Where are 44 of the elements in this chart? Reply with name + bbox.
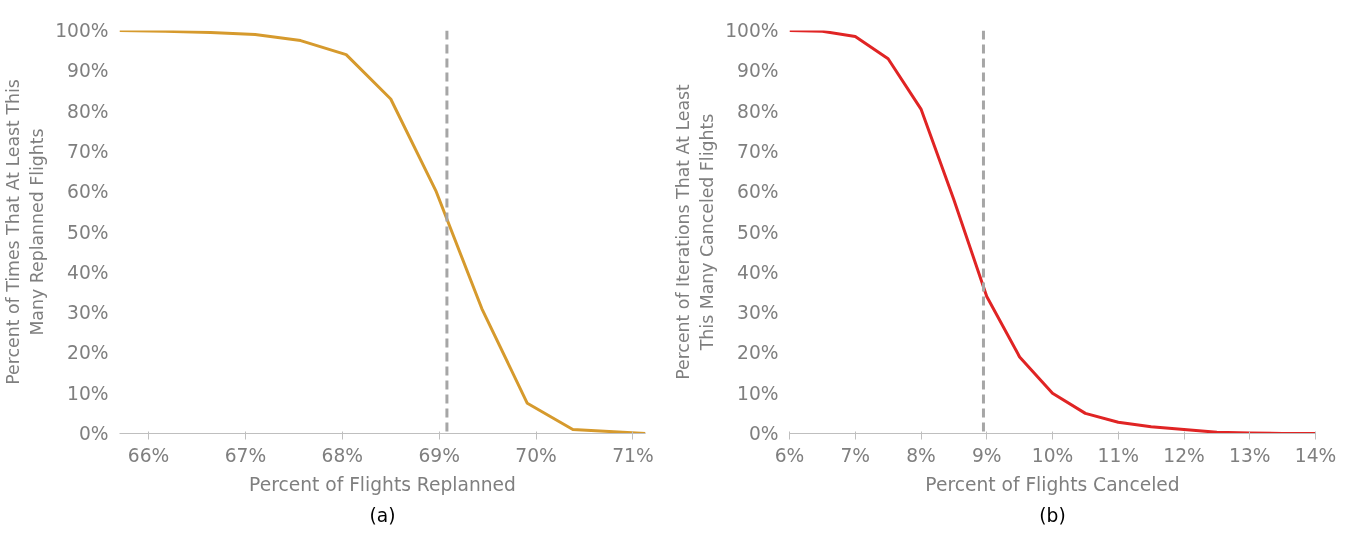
x-tick-label: 13% — [1229, 444, 1271, 466]
y-tick-label: 40% — [737, 261, 779, 283]
x-tick-label: 14% — [1294, 444, 1337, 466]
text: (a) — [369, 504, 396, 526]
x-tick-label: 9% — [971, 444, 1002, 466]
y-tick-label: 80% — [67, 100, 109, 122]
y-tick-label: 20% — [67, 342, 109, 364]
y-tick-label: 10% — [737, 382, 779, 404]
y-tick-label: 70% — [67, 140, 109, 162]
x-axis-title: Percent of Flights Canceled — [925, 473, 1180, 495]
y-tick-label: 80% — [737, 100, 779, 122]
y-tick-label: 40% — [67, 261, 109, 283]
x-tick-label: 10% — [1031, 444, 1074, 466]
y-tick-label: 90% — [67, 60, 109, 82]
y-tick-label: 0% — [78, 423, 109, 444]
x-tick-label: 8% — [906, 444, 936, 466]
x-tick-label: 70% — [515, 444, 557, 466]
y-tick-label: 70% — [737, 140, 779, 162]
y-tick-label: 60% — [737, 181, 779, 203]
y-axis-title: Percent of Times That At Least This Many Replanned Flights — [3, 79, 48, 385]
x-tick-label: 71% — [612, 444, 654, 466]
y-tick-label: 60% — [67, 181, 109, 203]
y-tick-label: 10% — [67, 382, 109, 404]
x-tick-label: 12% — [1163, 444, 1205, 466]
y-tick-label: 90% — [737, 60, 779, 82]
y-tick-label: 20% — [737, 342, 779, 364]
x-tick-label: 6% — [774, 444, 805, 466]
x-tick-label: 68% — [321, 444, 364, 466]
x-tick-label: 69% — [418, 444, 460, 466]
x-tick-label: 67% — [224, 444, 267, 466]
line-series — [119, 30, 646, 434]
x-axis-title: Percent of Flights Replanned — [249, 473, 516, 495]
x-tick-label: 7% — [840, 444, 871, 466]
text: (b) — [1039, 504, 1066, 526]
y-tick-label: 0% — [748, 423, 779, 444]
y-axis-title: Percent of Iterations That At Least This Many Canceled Flights — [673, 83, 718, 380]
y-tick-label: 30% — [67, 302, 109, 324]
y-tick-label: 100% — [55, 20, 109, 41]
y-tick-label: 50% — [737, 221, 779, 243]
y-tick-label: 30% — [737, 302, 779, 324]
y-tick-label: 100% — [725, 20, 779, 41]
y-tick-label: 50% — [67, 221, 109, 243]
x-tick-label: 66% — [127, 444, 170, 466]
x-tick-label: 11% — [1097, 444, 1139, 466]
